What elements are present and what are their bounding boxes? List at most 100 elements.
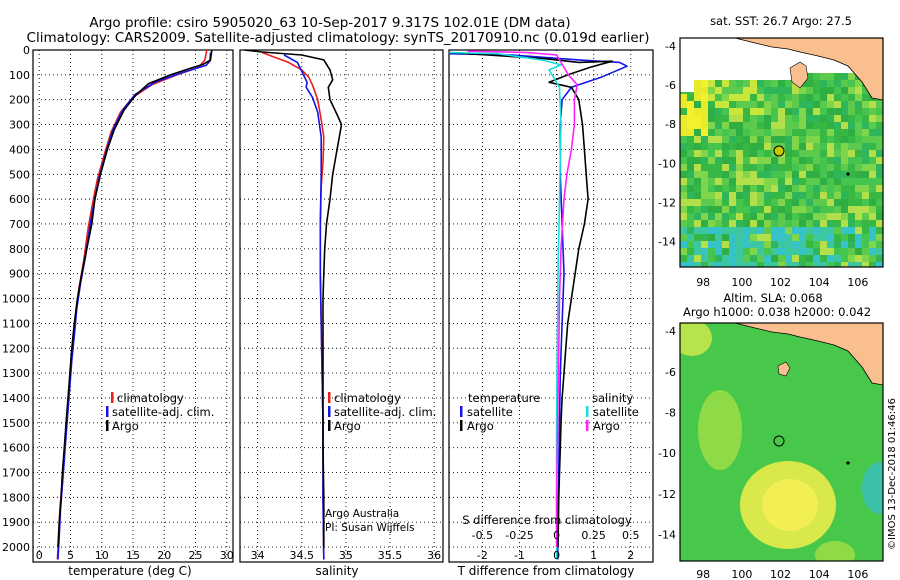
sst-cell: [827, 206, 834, 213]
sst-cell: [806, 248, 813, 255]
sst-cell: [806, 227, 813, 234]
map-lat-tick-label: -8: [665, 118, 676, 131]
sst-cell: [778, 115, 785, 122]
imos-credit: ©IMOS 13-Dec-2018 01:46:46: [887, 398, 898, 550]
sst-cell: [862, 150, 869, 157]
sst-cell: [743, 248, 750, 255]
sst-cell: [680, 206, 687, 213]
sst-cell: [799, 192, 806, 199]
sst-cell: [827, 213, 834, 220]
x-tick-label: 34: [251, 549, 265, 562]
x-tick-label: 35.5: [378, 549, 403, 562]
sst-cell: [806, 206, 813, 213]
sst-cell: [729, 164, 736, 171]
sst-cell: [848, 213, 855, 220]
sst-cell: [813, 164, 820, 171]
y-tick-label: 1100: [2, 317, 30, 330]
sst-cell: [715, 241, 722, 248]
sst-cell: [813, 255, 820, 262]
y-tick-label: 800: [9, 243, 30, 256]
sst-cell: [876, 199, 883, 206]
sst-cell: [729, 150, 736, 157]
sst-cell: [771, 108, 778, 115]
sst-cell: [729, 220, 736, 227]
sst-cell: [743, 143, 750, 150]
sst-cell: [855, 248, 862, 255]
sst-cell: [715, 150, 722, 157]
sst-cell: [687, 129, 694, 136]
sst-cell: [680, 115, 687, 122]
sst-cell: [869, 192, 876, 199]
sst-cell: [876, 178, 883, 185]
sst-cell: [813, 115, 820, 122]
sst-cell: [834, 87, 841, 94]
map-lat-tick-label: -4: [665, 40, 676, 53]
sst-cell: [813, 171, 820, 178]
sst-cell: [729, 213, 736, 220]
sst-cell: [834, 164, 841, 171]
sst-cell: [708, 241, 715, 248]
credit-pi-name: PI: Susan Wijffels: [325, 522, 415, 534]
sst-cell: [764, 143, 771, 150]
sst-cell: [792, 129, 799, 136]
sst-cell: [687, 255, 694, 262]
series-argo-line: [57, 49, 213, 548]
sst-cell: [827, 136, 834, 143]
sst-cell: [806, 157, 813, 164]
sst-cell: [785, 213, 792, 220]
sst-cell: [813, 206, 820, 213]
sst-cell: [750, 227, 757, 234]
sst-cell: [729, 241, 736, 248]
sst-cell: [722, 227, 729, 234]
sst-cell: [722, 115, 729, 122]
legend-label-t-argo: Argo: [467, 419, 494, 433]
sst-cell: [680, 108, 687, 115]
sst-cell: [708, 185, 715, 192]
sst-cell: [687, 234, 694, 241]
sst-cell: [736, 129, 743, 136]
sst-cell: [855, 178, 862, 185]
sst-cell: [764, 150, 771, 157]
sst-cell: [827, 248, 834, 255]
sst-cell: [680, 143, 687, 150]
sst-cell: [778, 80, 785, 87]
sst-cell: [848, 143, 855, 150]
series-layer: [56, 49, 628, 560]
sst-cell: [715, 206, 722, 213]
sst-cell: [750, 164, 757, 171]
map-lon-tick-label: 106: [847, 568, 868, 580]
sst-cell: [841, 185, 848, 192]
sst-cell: [771, 255, 778, 262]
sst-cell: [869, 262, 876, 267]
s-diff-tick-label: 0: [553, 529, 560, 542]
legend-label-satellite: satellite-adj. clim.: [334, 405, 436, 419]
series-climatology-line: [56, 49, 208, 560]
sst-cell: [876, 129, 883, 136]
sst-cell: [841, 94, 848, 101]
sst-cell: [806, 143, 813, 150]
sst-cell: [764, 87, 771, 94]
sst-cell: [876, 234, 883, 241]
sst-cell: [708, 122, 715, 129]
sst-cell: [715, 220, 722, 227]
sst-cell: [855, 185, 862, 192]
sst-cell: [729, 115, 736, 122]
sst-cell: [813, 87, 820, 94]
x-tick-label: 0: [553, 549, 560, 562]
map-lon-tick-label: 106: [847, 276, 868, 289]
sst-cell: [743, 94, 750, 101]
sst-cell: [876, 108, 883, 115]
sst-cell: [792, 171, 799, 178]
sst-cell: [813, 108, 820, 115]
sst-cell: [799, 108, 806, 115]
sst-cell: [743, 87, 750, 94]
difference-legend: temperature satellite Argo salinity sate…: [460, 391, 639, 433]
enggano-island: [777, 361, 791, 377]
sst-cell: [708, 157, 715, 164]
sst-cell: [701, 157, 708, 164]
sst-cell: [799, 143, 806, 150]
sst-cell: [764, 136, 771, 143]
sst-cell: [778, 108, 785, 115]
sst-cell: [855, 164, 862, 171]
sst-cell: [750, 87, 757, 94]
